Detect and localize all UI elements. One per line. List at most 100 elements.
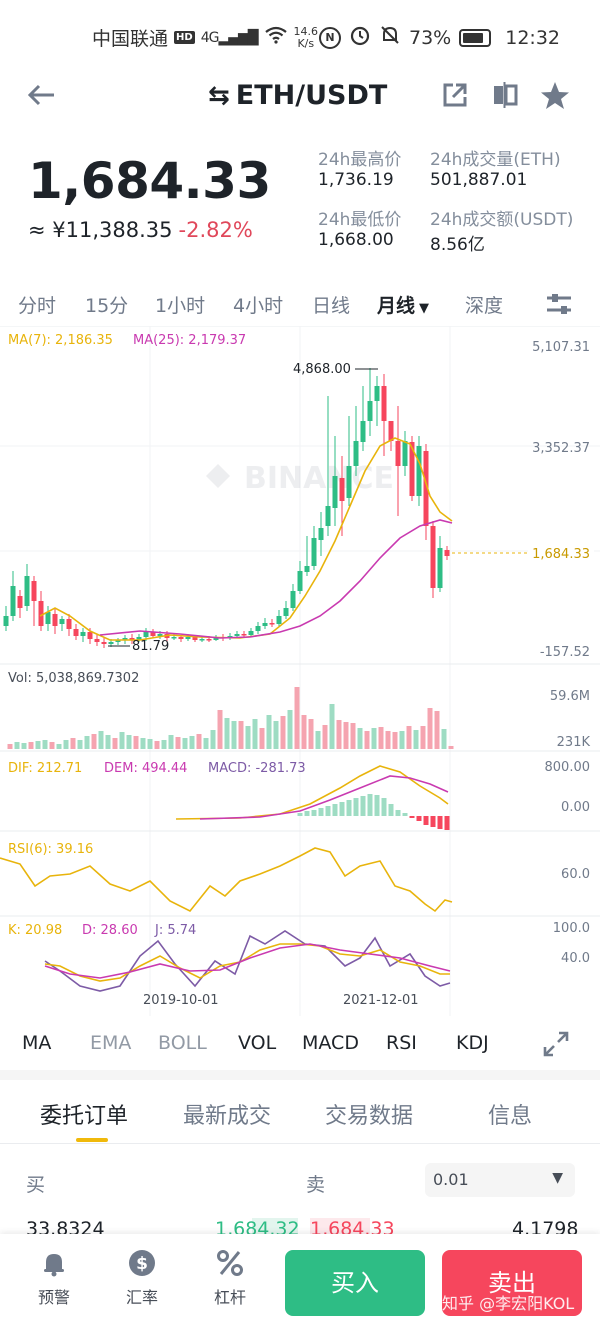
candle-body (143, 632, 149, 637)
macd-bar (402, 813, 408, 816)
volume-bar (133, 736, 139, 749)
volume-bar (315, 731, 321, 749)
volume-bar (203, 738, 209, 749)
tab-1month[interactable]: 月线 ▼ (377, 295, 430, 317)
volume-value-label: Vol: 5,038,869.7302 (8, 671, 139, 686)
buy-button[interactable]: 买入 (285, 1250, 425, 1316)
leverage-button[interactable]: 杠杆 (200, 1248, 260, 1308)
macd-bar (430, 816, 436, 827)
candle-body (24, 576, 30, 606)
kdj-j-label: J: 5.74 (154, 923, 196, 938)
volume-bar (119, 732, 125, 749)
candle-body (262, 623, 268, 626)
volume-value: 501,887.01 (430, 170, 528, 190)
indicator-boll[interactable]: BOLL (158, 1032, 207, 1054)
kdj-d-line (44, 943, 451, 979)
volume-bar (294, 687, 300, 749)
volume-bar (140, 738, 146, 749)
macd-bar (444, 816, 450, 830)
candle-body (192, 637, 198, 640)
candle-body (353, 441, 359, 466)
volume-bar (182, 738, 188, 749)
alert-button[interactable]: 预警 (24, 1248, 84, 1308)
tab-order-book[interactable]: 委托订单 (40, 1104, 129, 1129)
sell-button[interactable]: 卖出 (442, 1250, 582, 1316)
tab-trading-data[interactable]: 交易数据 (325, 1104, 414, 1129)
tab-1d[interactable]: 日线 (312, 295, 351, 317)
indicator-kdj[interactable]: KDJ (456, 1032, 489, 1054)
indicator-macd[interactable]: MACD (302, 1032, 359, 1054)
chevron-down-icon: ▼ (419, 301, 430, 316)
bell-icon (39, 1248, 69, 1278)
volume-bar (357, 728, 363, 749)
indicator-bar: MA EMA BOLL VOL MACD RSI KDJ (0, 1030, 600, 1060)
kdj-axis-mid: 40.0 (561, 951, 590, 966)
candle-body (73, 629, 79, 636)
last-price-tag: 1,684.33 (532, 547, 590, 562)
volume-bar (287, 710, 293, 749)
volume-axis-bottom: 231K (557, 735, 591, 750)
tab-1h[interactable]: 1小时 (155, 295, 206, 317)
favorite-star-icon[interactable] (538, 80, 572, 114)
status-bar: 中国联通 HD 4G▂▄▆█ 14.6 K/s N 73% 12:32 (0, 0, 600, 78)
volume-bar (392, 732, 398, 749)
volume-bar (385, 731, 391, 749)
candle-body (388, 421, 394, 441)
bottom-action-bar: 预警 $ 汇率 杠杆 买入 卖出 (0, 1234, 600, 1333)
mute-bell-icon (379, 24, 401, 51)
volume-bar (63, 740, 69, 749)
trading-pair-selector[interactable]: ⇆ ETH/USDT (208, 80, 387, 111)
tab-recent-trades[interactable]: 最新成交 (183, 1104, 272, 1129)
tab-info[interactable]: 信息 (488, 1104, 533, 1129)
timeframe-bar: 分时 15分 1小时 4小时 日线 月线 ▼ 深度 (0, 285, 600, 323)
chevron-down-icon: ▼ (552, 1170, 563, 1186)
candle-body (332, 476, 338, 508)
rate-button[interactable]: $ 汇率 (112, 1248, 172, 1308)
indicator-ma[interactable]: MA (22, 1032, 52, 1054)
macd-dem-label: DEM: 494.44 (104, 761, 187, 776)
volume-bar (189, 736, 195, 749)
candle-body (94, 639, 100, 642)
tab-depth[interactable]: 深度 (465, 295, 504, 317)
rsi-label: RSI(6): 39.16 (8, 842, 93, 857)
kdj-axis-top: 100.0 (553, 921, 590, 936)
fullscreen-icon[interactable] (542, 1030, 572, 1060)
volume-bar (308, 719, 314, 749)
chart-settings-icon[interactable] (544, 289, 578, 319)
back-arrow-icon[interactable] (24, 78, 58, 116)
indicator-vol[interactable]: VOL (238, 1032, 277, 1054)
volume-bar (14, 742, 20, 749)
layout-toggle-icon[interactable] (488, 80, 522, 114)
candle-body (304, 566, 310, 572)
volume-bar (413, 730, 419, 749)
precision-select[interactable]: 0.01 ▼ (425, 1163, 575, 1197)
svg-text:BINANCE: BINANCE (244, 461, 394, 496)
macd-value-label: MACD: -281.73 (208, 761, 306, 776)
macd-bar (332, 804, 338, 816)
alarm-icon (349, 24, 371, 51)
low-marker: 81.79 (132, 639, 169, 654)
candle-body (395, 441, 401, 466)
tab-timeline[interactable]: 分时 (18, 295, 57, 317)
macd-bar (437, 816, 443, 829)
volume-label: 24h成交量(ETH) (430, 150, 561, 170)
tab-4h[interactable]: 4小时 (233, 295, 284, 317)
wifi-icon (264, 26, 288, 49)
macd-bar (346, 800, 352, 816)
candle-body (178, 637, 184, 639)
volume-bar (420, 726, 426, 749)
orderbook-tabs: 委托订单 最新成交 交易数据 信息 (0, 1096, 600, 1144)
indicator-ema[interactable]: EMA (90, 1032, 132, 1054)
hd-badge: HD (174, 31, 195, 44)
indicator-rsi[interactable]: RSI (386, 1032, 417, 1054)
high-label: 24h最高价 (318, 150, 402, 170)
kline-chart[interactable]: BINANCE MA(7): 2,186.35 MA(25): 2,179.37… (0, 326, 600, 1026)
clock: 12:32 (505, 26, 560, 49)
zhihu-watermark: 知乎 @李宏阳KOL (442, 1294, 575, 1313)
volume-bar (378, 727, 384, 749)
share-icon[interactable] (438, 80, 472, 114)
volume-bar (98, 731, 104, 749)
tab-15m[interactable]: 15分 (85, 295, 129, 317)
candle-body (206, 639, 212, 641)
macd-bar (423, 816, 429, 825)
